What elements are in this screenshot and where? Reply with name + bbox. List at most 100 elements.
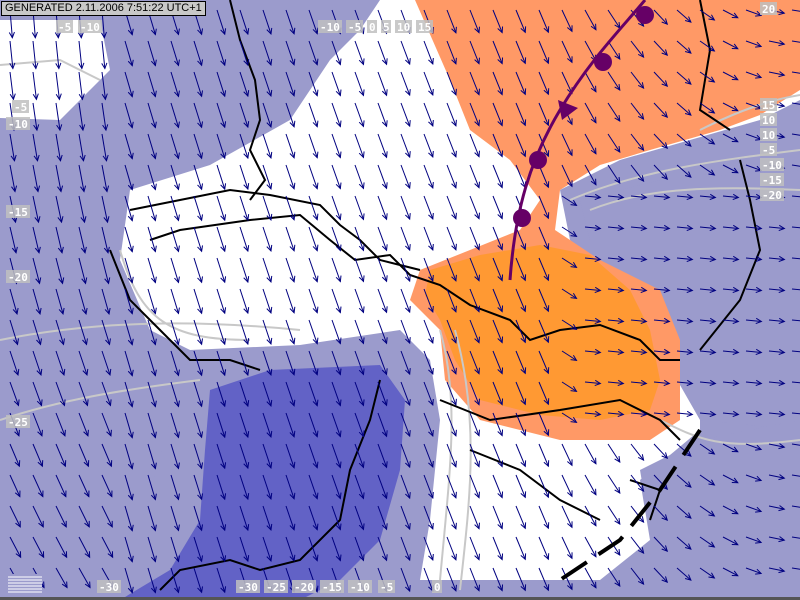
wind-arrow-head	[709, 193, 717, 201]
wind-arrow	[722, 164, 739, 174]
wind-arrow-head	[104, 277, 111, 285]
wind-arrow-head	[381, 368, 388, 376]
wind-arrow-head	[594, 193, 602, 201]
wind-arrow	[653, 350, 670, 353]
wind-arrow	[768, 257, 785, 260]
wind-arrow	[446, 71, 457, 95]
wind-arrow	[78, 226, 86, 253]
wind-arrow-head	[614, 548, 621, 556]
wind-arrow	[331, 133, 341, 158]
wind-arrow-head	[105, 338, 111, 346]
wind-arrow	[400, 71, 411, 96]
wind-arrow-head	[640, 286, 648, 294]
wind-arrow-head	[731, 105, 739, 112]
isoline-label: -30	[99, 581, 119, 594]
wind-arrow-head	[220, 524, 227, 532]
wind-arrow-head	[778, 71, 786, 78]
wind-arrow	[699, 443, 715, 455]
wind-arrow-head	[9, 62, 16, 70]
wind-arrow	[147, 164, 156, 190]
wind-arrow	[630, 257, 647, 260]
wind-arrow-head	[731, 570, 739, 577]
wind-arrow-head	[266, 554, 273, 563]
wind-arrow	[377, 505, 388, 530]
wind-arrow	[239, 102, 249, 128]
wind-arrow-head	[38, 551, 45, 559]
wind-arrow	[653, 412, 670, 415]
wind-arrow	[32, 102, 38, 131]
wind-arrow	[492, 474, 503, 498]
wind-arrow	[515, 319, 526, 343]
wind-arrow-head	[127, 462, 134, 470]
wind-arrow-head	[474, 88, 480, 96]
warm-front-semicircle	[513, 209, 531, 227]
wind-arrow	[745, 567, 762, 574]
wind-arrow-head	[55, 93, 62, 101]
wind-arrow-head	[451, 429, 457, 437]
wind-arrow-head	[451, 460, 457, 468]
wind-arrow	[170, 133, 179, 159]
wind-arrow	[55, 567, 68, 588]
wind-arrow-head	[640, 317, 648, 325]
wind-arrow	[722, 40, 739, 50]
wind-arrow	[676, 71, 692, 85]
wind-arrow	[745, 319, 762, 322]
wind-arrow	[630, 164, 644, 182]
wind-arrow-head	[732, 255, 740, 263]
wind-arrow	[607, 133, 621, 153]
wind-arrow	[9, 443, 20, 467]
wind-arrow-head	[197, 431, 203, 439]
wind-arrow-head	[614, 52, 621, 60]
wind-arrow-head	[497, 88, 504, 96]
wind-arrow-head	[11, 216, 18, 224]
wind-arrow-head	[79, 154, 86, 162]
wind-arrow-head	[594, 410, 602, 418]
wind-arrow-head	[197, 369, 203, 377]
wind-arrow	[32, 443, 43, 467]
wind-arrow	[147, 195, 156, 221]
wind-arrow-head	[617, 348, 625, 356]
wind-arrow-head	[731, 43, 739, 50]
wind-arrow-head	[497, 367, 504, 375]
wind-arrow-head	[684, 171, 692, 178]
wind-arrow	[170, 226, 179, 252]
cold-light-region-southwest	[0, 340, 190, 600]
wind-arrow-head	[266, 492, 273, 501]
wind-arrow-head	[150, 524, 157, 532]
wind-arrow	[515, 505, 526, 529]
wind-arrow-head	[266, 89, 273, 98]
wind-arrow	[377, 381, 388, 406]
wind-arrow-head	[197, 214, 203, 222]
wind-arrow-head	[543, 88, 550, 96]
wind-arrow-head	[520, 584, 527, 592]
wind-arrow	[354, 412, 364, 437]
wind-arrow	[285, 443, 295, 468]
wind-arrow-head	[34, 216, 41, 224]
wind-arrow-head	[81, 277, 88, 285]
wind-arrow-head	[312, 182, 319, 190]
wind-arrow	[653, 40, 668, 56]
wind-arrow-head	[84, 581, 91, 589]
wind-arrow	[78, 505, 90, 528]
wind-arrow	[469, 288, 480, 312]
isoline-label: -10	[8, 118, 28, 131]
wind-arrow	[285, 381, 295, 406]
wind-arrow	[722, 195, 739, 198]
wind-arrow	[630, 71, 644, 89]
wind-arrow	[722, 443, 739, 453]
wind-arrow-head	[661, 545, 669, 553]
wind-arrow-head	[107, 551, 114, 559]
wind-arrow	[262, 350, 272, 376]
wind-arrow-head	[520, 274, 527, 282]
wind-arrow	[170, 319, 179, 345]
wind-arrow-head	[220, 183, 227, 191]
wind-arrow-head	[335, 523, 342, 531]
wind-arrow	[262, 319, 272, 345]
wind-arrow	[630, 536, 644, 554]
wind-arrow-head	[663, 348, 671, 356]
wind-arrow	[55, 257, 64, 284]
trough-line	[558, 428, 702, 582]
wind-arrow	[308, 474, 318, 499]
wind-arrow	[32, 505, 44, 528]
isoline-label-bg	[6, 117, 30, 130]
